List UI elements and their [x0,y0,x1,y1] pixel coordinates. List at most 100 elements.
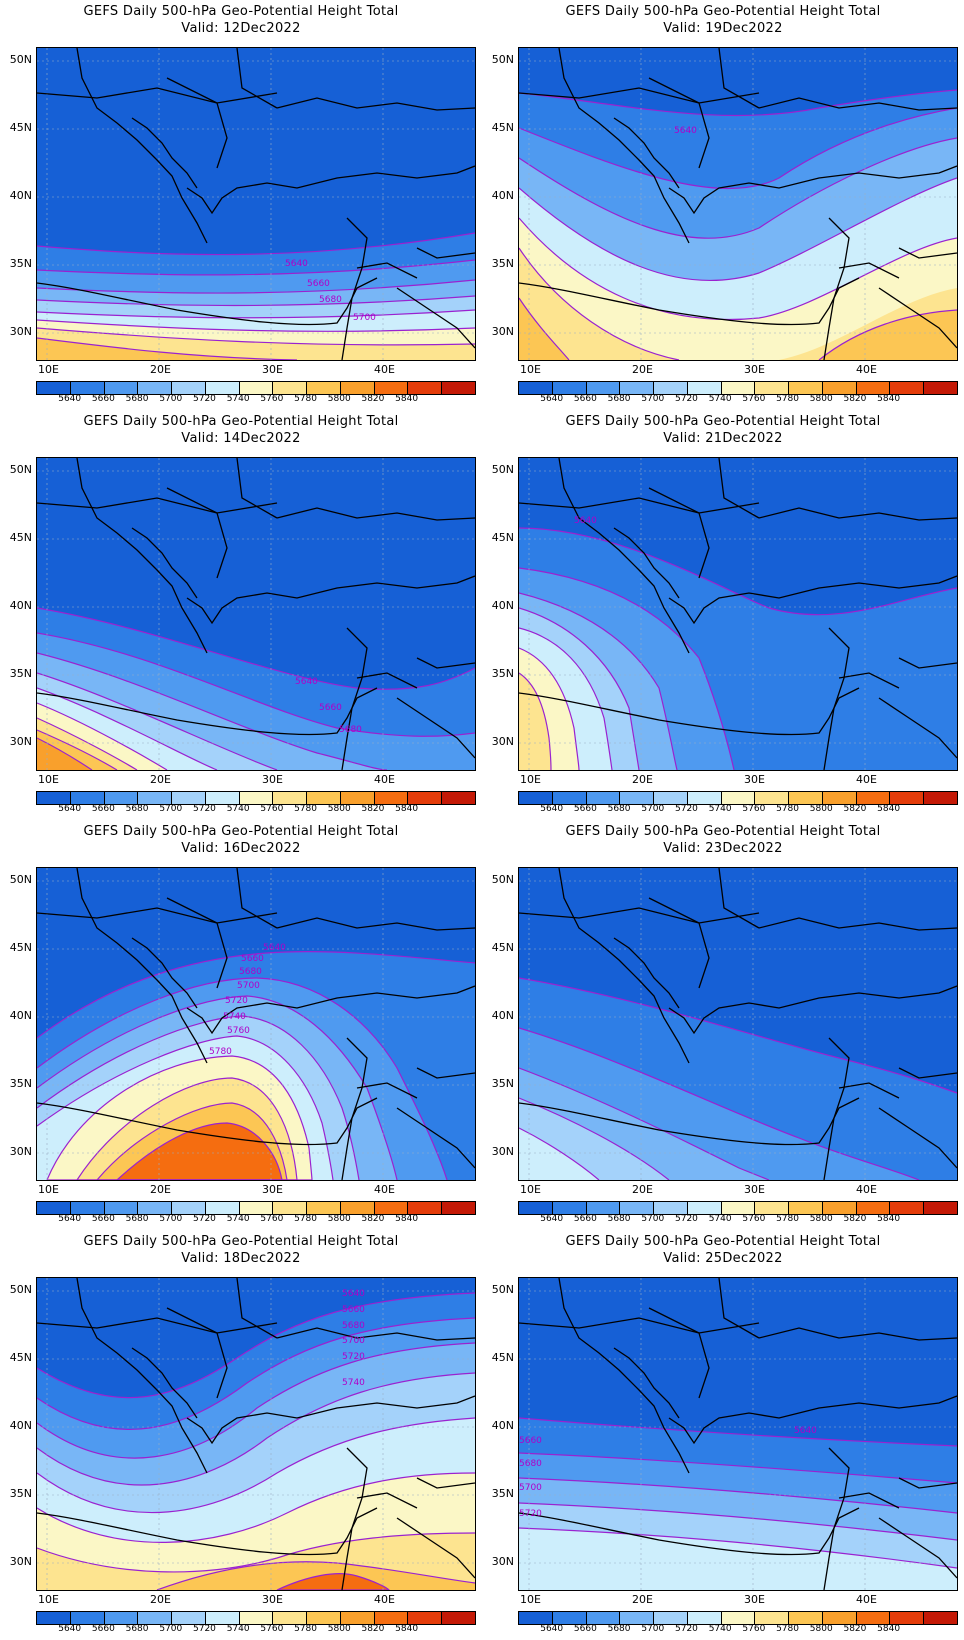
colorbar-swatch [755,1612,790,1624]
colorbar-labels: 5640 5660 5680 5700 5720 5740 5760 5780 5800 5820… [518,1214,956,1226]
colorbar-swatch [239,382,274,394]
lon-tick-label: 10E [520,1593,541,1606]
contour-line [37,327,475,346]
contour-line [37,652,388,770]
contour-label: 5680 [519,1459,542,1469]
colorbar-label: 5840 [395,1624,419,1634]
coastline [613,527,680,599]
lon-tick-label: 20E [632,773,653,786]
colorbar-swatch [620,382,655,394]
contour-line [519,217,957,321]
coastline [76,458,208,654]
colorbar-label: 5680 [125,1624,149,1634]
coastline [519,1507,860,1556]
colorbar-label: 5760 [742,804,766,814]
colorbar-label: 5800 [327,804,351,814]
colorbar-swatch [586,1202,621,1214]
contour-label: 5640 [263,943,286,953]
lon-tick-label: 40E [856,363,877,376]
contour-label: 5700 [237,981,260,991]
colorbar-swatch [138,792,173,804]
panel-valid-date: Valid: 16Dec2022 [181,841,301,856]
lat-tick-label: 30N [9,1555,32,1568]
coastline [166,458,278,579]
contour-label: 5640 [342,1289,365,1299]
colorbar-swatch [552,792,587,804]
coastline [37,1097,378,1146]
contour-line [519,297,570,360]
coastline [186,575,475,625]
coastline [166,48,278,169]
panel-valid-date: Valid: 25Dec2022 [663,1251,783,1266]
colorbar-label: 5760 [260,394,284,404]
coastline [558,868,690,1064]
lat-tick-label: 40N [9,1009,32,1022]
lon-tick-label: 10E [38,1183,59,1196]
lat-tick-label: 35N [9,667,32,680]
lat-tick-label: 40N [491,189,514,202]
coastline [341,1447,368,1590]
coastline [37,907,278,924]
coastline [341,217,368,360]
lat-tick-label: 30N [491,325,514,338]
colorbar-swatch [374,1612,409,1624]
colorbar-swatch [307,792,341,804]
contour-line [37,337,298,360]
contour-line [37,1472,475,1543]
height-field-svg [519,868,957,1180]
coastline [648,1278,760,1399]
colorbar-swatch [374,382,409,394]
coastline [648,48,760,169]
colorbar-label: 5760 [260,1624,284,1634]
colorbar-swatch [654,382,688,394]
colorbar-swatch [374,1202,409,1214]
lon-tick-label: 10E [520,1183,541,1196]
map-panel: GEFS Daily 500-hPa Geo-Potential Height … [0,0,482,410]
contour-label: 5720 [342,1352,365,1362]
colorbar-label: 5820 [843,804,867,814]
contour-label: 5660 [519,458,542,461]
colorbar-swatch [408,382,443,394]
colorbar-swatch [856,792,891,804]
colorbar-swatch [552,1202,587,1214]
colorbar-label: 5700 [641,1624,665,1634]
contour-line [519,1502,957,1541]
colorbar-label: 5640 [540,1214,564,1224]
coastline [668,1395,957,1445]
colorbar-label: 5720 [193,804,216,814]
colorbar-label: 5680 [607,804,631,814]
panel-valid-date: Valid: 14Dec2022 [181,431,301,446]
contour-label: 5640 [285,259,308,269]
lat-tick-label: 45N [491,941,514,954]
coastline [613,1347,680,1419]
colorbar-swatch [586,1612,621,1624]
colorbar-swatch [408,1612,443,1624]
colorbar-label: 5660 [91,394,115,404]
contour-line [37,977,448,1180]
coastline [878,1107,957,1169]
colorbar-swatch [70,382,105,394]
contour-label: 5660 [319,703,342,713]
lon-tick-label: 40E [374,363,395,376]
coastline [613,937,680,1009]
coastline [37,87,278,104]
contour-line [37,737,93,770]
contour-label: 5700 [519,1483,542,1493]
colorbar-label: 5780 [776,1624,799,1634]
colorbar-swatch [273,792,308,804]
colorbar-label: 5840 [395,394,419,404]
coastline [668,575,957,625]
lat-tick-label: 40N [9,189,32,202]
colorbar-label: 5820 [843,394,867,404]
coastline [519,1097,860,1146]
lat-tick-label: 40N [491,1419,514,1432]
contour-line [519,1417,957,1447]
colorbar-label: 5640 [540,804,564,814]
colorbar-label: 5640 [540,1624,564,1634]
colorbar-labels: 5640 5660 5680 5700 5720 5740 5760 5780 5800 5820… [36,1214,474,1226]
contour-line [37,319,475,332]
coastline [131,527,198,599]
contour-label: 5640 [295,677,318,687]
contour-line [37,632,475,737]
colorbar-swatch [856,382,891,394]
